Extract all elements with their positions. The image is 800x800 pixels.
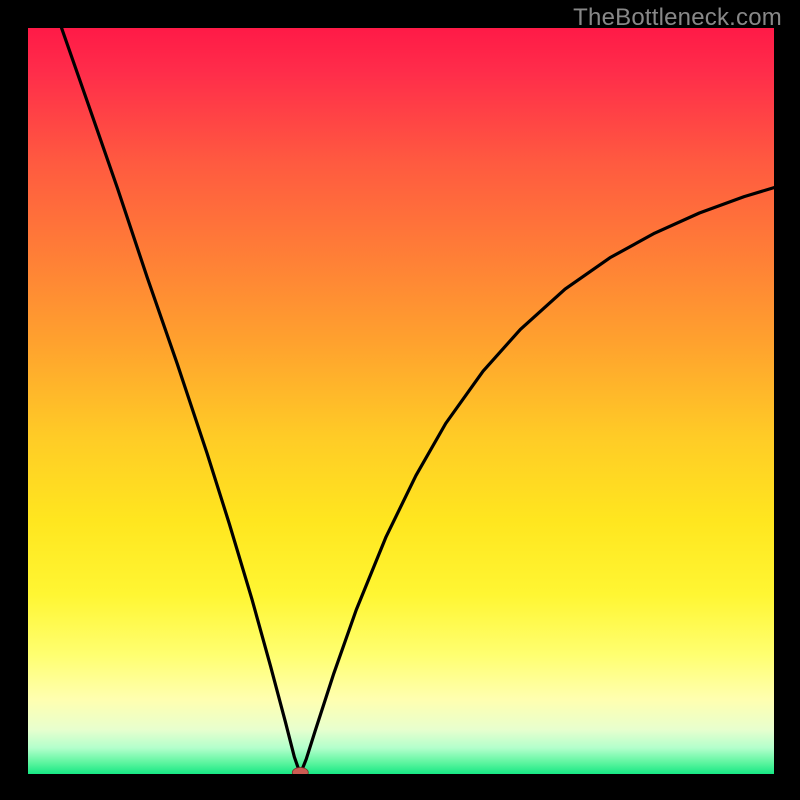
plot-area	[28, 28, 774, 774]
watermark-text: TheBottleneck.com	[573, 4, 782, 32]
optimal-point-marker	[292, 768, 308, 774]
gradient-background	[28, 28, 774, 774]
chart-svg	[28, 28, 774, 774]
chart-container: TheBottleneck.com	[0, 0, 800, 800]
